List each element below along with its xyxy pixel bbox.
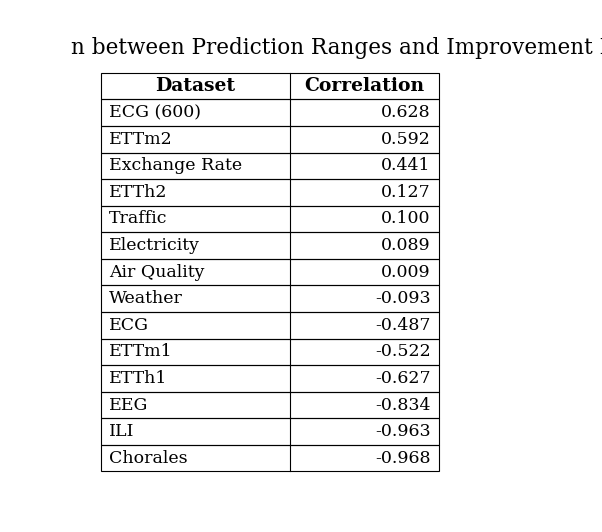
Text: Electricity: Electricity: [110, 237, 200, 254]
Text: EEG: EEG: [110, 396, 149, 413]
Text: ILI: ILI: [110, 423, 135, 440]
Text: Traffic: Traffic: [110, 211, 168, 228]
Text: 0.100: 0.100: [381, 211, 431, 228]
Bar: [101, 259, 439, 286]
Text: ECG: ECG: [110, 317, 149, 334]
Text: -0.627: -0.627: [375, 370, 431, 387]
Text: 0.009: 0.009: [381, 264, 431, 281]
Text: 0.628: 0.628: [381, 104, 431, 121]
Bar: [101, 73, 439, 99]
Text: -0.487: -0.487: [375, 317, 431, 334]
Bar: [101, 126, 439, 153]
Bar: [101, 418, 439, 445]
Text: -0.093: -0.093: [375, 290, 431, 307]
Bar: [101, 286, 439, 312]
Text: -0.522: -0.522: [375, 343, 431, 360]
Bar: [101, 206, 439, 232]
Bar: [101, 179, 439, 206]
Bar: [101, 338, 439, 365]
Bar: [101, 365, 439, 392]
Text: Correlation: Correlation: [305, 77, 425, 95]
Text: Chorales: Chorales: [110, 450, 188, 467]
Bar: [101, 232, 439, 259]
Text: 0.127: 0.127: [381, 184, 431, 201]
Bar: [101, 392, 439, 418]
Bar: [101, 99, 439, 126]
Bar: [101, 153, 439, 179]
Text: Exchange Rate: Exchange Rate: [110, 157, 243, 174]
Text: Dataset: Dataset: [155, 77, 235, 95]
Text: Weather: Weather: [110, 290, 183, 307]
Text: ETTm2: ETTm2: [110, 131, 173, 148]
Text: 0.089: 0.089: [381, 237, 431, 254]
Text: ECG (600): ECG (600): [110, 104, 201, 121]
Text: -0.834: -0.834: [375, 396, 431, 413]
Text: 0.441: 0.441: [381, 157, 431, 174]
Text: -0.963: -0.963: [375, 423, 431, 440]
Text: 0.592: 0.592: [381, 131, 431, 148]
Bar: [101, 445, 439, 471]
Bar: [101, 312, 439, 338]
Text: ETTh1: ETTh1: [110, 370, 168, 387]
Text: ETTh2: ETTh2: [110, 184, 168, 201]
Text: n between Prediction Ranges and Improvement Pe: n between Prediction Ranges and Improvem…: [70, 37, 602, 59]
Text: ETTm1: ETTm1: [110, 343, 173, 360]
Text: -0.968: -0.968: [375, 450, 431, 467]
Text: Air Quality: Air Quality: [110, 264, 205, 281]
